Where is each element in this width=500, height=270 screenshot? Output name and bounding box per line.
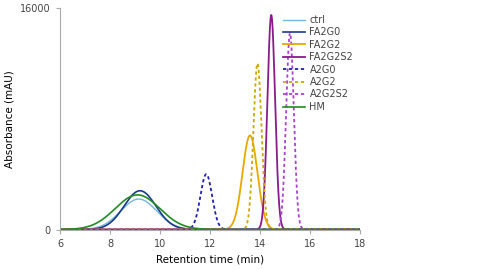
Y-axis label: Absorbance (mAU): Absorbance (mAU) <box>5 70 15 168</box>
A2G0 <box>203 173 209 176</box>
A2G2S2 <box>57 228 63 231</box>
Legend: ctrl, FA2G0, FA2G2, FA2G2S2, A2G0, A2G2, A2G2S2, HM: ctrl, FA2G0, FA2G2, FA2G2S2, A2G0, A2G2,… <box>281 13 355 114</box>
A2G0 <box>319 228 325 231</box>
ctrl <box>57 228 63 231</box>
A2G0 <box>91 228 97 231</box>
ctrl <box>172 224 178 227</box>
Line: A2G2: A2G2 <box>60 63 360 230</box>
A2G2 <box>91 228 97 231</box>
HM <box>109 210 115 213</box>
A2G2S2 <box>287 31 293 35</box>
A2G2 <box>357 228 363 231</box>
ctrl <box>357 228 363 231</box>
FA2G2 <box>91 228 97 231</box>
FA2G2 <box>109 228 115 231</box>
A2G2S2 <box>351 228 357 231</box>
Line: ctrl: ctrl <box>60 199 360 230</box>
HM <box>91 223 97 226</box>
FA2G0 <box>137 189 143 193</box>
A2G2 <box>254 62 260 65</box>
A2G2S2 <box>172 228 178 231</box>
FA2G0 <box>351 228 357 231</box>
FA2G0 <box>319 228 325 231</box>
A2G0 <box>185 227 191 231</box>
Line: A2G0: A2G0 <box>60 174 360 230</box>
FA2G2S2 <box>319 228 325 231</box>
FA2G2S2 <box>185 228 191 231</box>
A2G2 <box>57 228 63 231</box>
Line: HM: HM <box>60 195 360 230</box>
HM <box>185 225 191 228</box>
A2G2S2 <box>357 228 363 231</box>
A2G2 <box>319 228 325 231</box>
HM <box>351 228 357 231</box>
ctrl <box>319 228 325 231</box>
Line: A2G2S2: A2G2S2 <box>60 33 360 230</box>
A2G0 <box>57 228 63 231</box>
A2G0 <box>109 228 115 231</box>
ctrl <box>136 197 141 201</box>
A2G2S2 <box>185 228 191 231</box>
FA2G2 <box>247 134 253 137</box>
A2G2S2 <box>109 228 115 231</box>
FA2G2S2 <box>351 228 357 231</box>
Line: FA2G0: FA2G0 <box>60 191 360 230</box>
A2G2 <box>185 228 191 231</box>
FA2G2S2 <box>357 228 363 231</box>
FA2G2 <box>351 228 357 231</box>
Line: FA2G2: FA2G2 <box>60 136 360 230</box>
FA2G0 <box>91 227 97 231</box>
X-axis label: Retention time (min): Retention time (min) <box>156 254 264 264</box>
ctrl <box>91 227 97 230</box>
FA2G2S2 <box>57 228 63 231</box>
HM <box>172 220 178 223</box>
A2G2 <box>109 228 115 231</box>
FA2G2 <box>172 228 178 231</box>
A2G0 <box>172 228 178 231</box>
FA2G2S2 <box>268 14 274 17</box>
FA2G2S2 <box>109 228 115 231</box>
FA2G2 <box>319 228 325 231</box>
A2G2S2 <box>319 228 325 231</box>
ctrl <box>185 227 191 230</box>
A2G0 <box>357 228 363 231</box>
FA2G0 <box>172 224 178 228</box>
Line: FA2G2S2: FA2G2S2 <box>60 15 360 229</box>
FA2G2 <box>185 228 191 231</box>
A2G2S2 <box>91 228 97 231</box>
A2G0 <box>351 228 357 231</box>
FA2G0 <box>185 228 191 231</box>
HM <box>357 228 363 231</box>
HM <box>57 228 63 231</box>
HM <box>134 193 140 197</box>
ctrl <box>109 218 115 221</box>
FA2G0 <box>57 228 63 231</box>
FA2G2 <box>57 228 63 231</box>
FA2G2S2 <box>91 228 97 231</box>
FA2G0 <box>109 220 115 223</box>
HM <box>319 228 325 231</box>
A2G2 <box>351 228 357 231</box>
A2G2 <box>172 228 178 231</box>
FA2G2S2 <box>172 228 178 231</box>
FA2G2 <box>357 228 363 231</box>
ctrl <box>351 228 357 231</box>
FA2G0 <box>357 228 363 231</box>
